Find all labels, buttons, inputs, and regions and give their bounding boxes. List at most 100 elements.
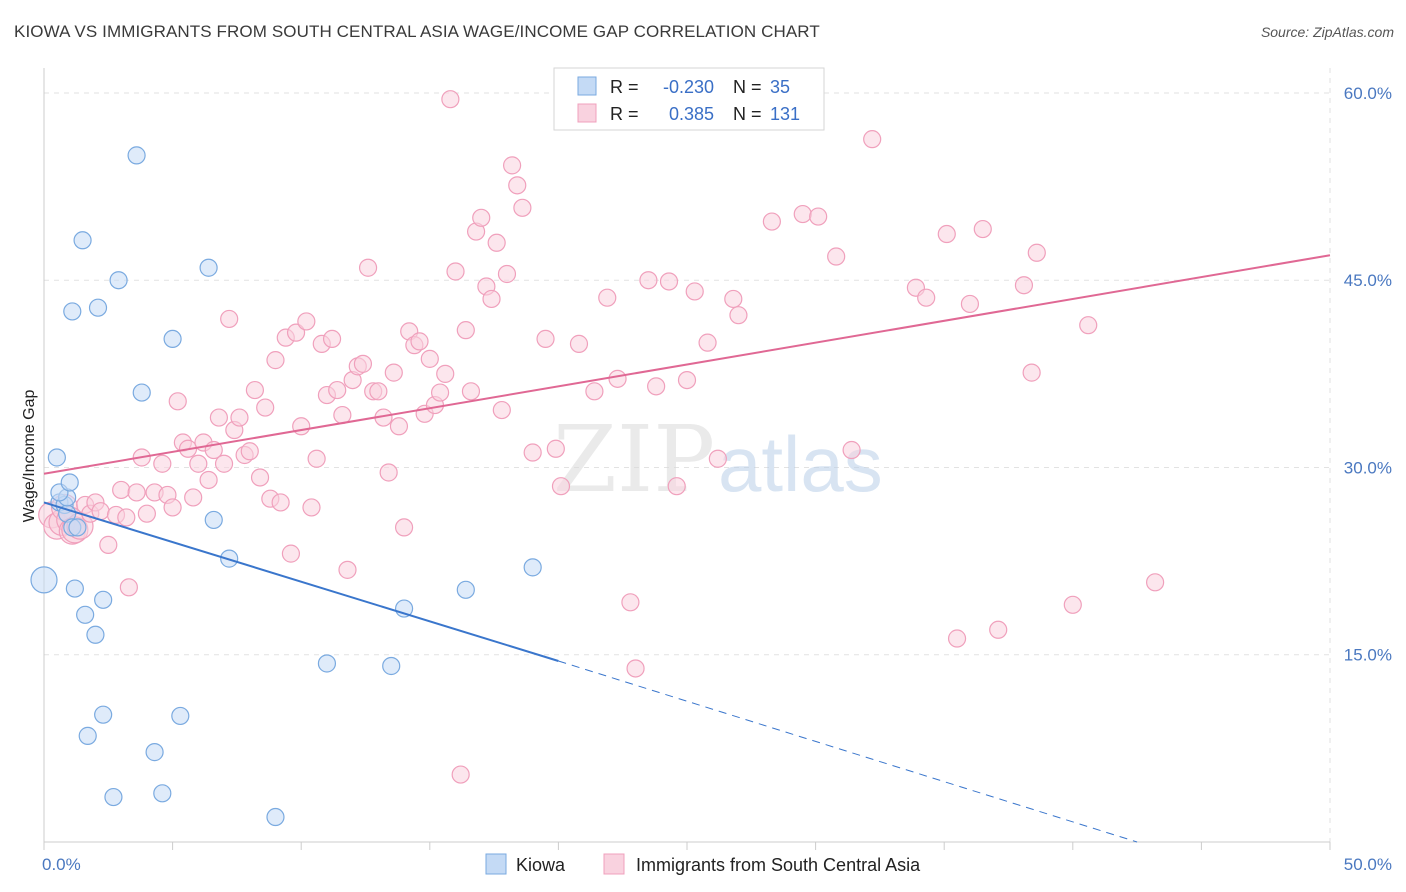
immigrants-point-87 (492, 400, 511, 420)
series-kiowa-points (30, 146, 542, 827)
immigrants-point-47 (286, 323, 306, 342)
immigrants-point-78 (446, 262, 465, 281)
immigrants-point-130 (1146, 573, 1165, 592)
legend-swatch-immigrants (577, 103, 597, 123)
immigrants-point-77 (441, 90, 460, 109)
immigrants-point-117 (863, 130, 882, 149)
immigrants-point-65 (379, 463, 398, 482)
immigrants-point-41 (256, 398, 275, 417)
immigrants-point-97 (585, 382, 604, 401)
legend-n-label-immigrants: N = (733, 104, 762, 124)
immigrants-point-14 (112, 480, 131, 500)
immigrants-point-124 (989, 620, 1008, 639)
immigrants-point-17 (127, 483, 146, 502)
immigrants-point-121 (947, 629, 967, 648)
immigrants-point-51 (307, 449, 326, 468)
stats-legend-box (553, 67, 825, 131)
kiowa-point-28 (204, 510, 223, 530)
kiowa-trend-extension (558, 660, 1138, 843)
immigrants-point-43 (266, 351, 285, 370)
kiowa-point-9 (63, 302, 82, 321)
kiowa-point-7 (60, 473, 79, 492)
immigrants-point-23 (163, 498, 182, 517)
legend-r-value-immigrants: 0.385 (669, 104, 714, 124)
immigrants-point-40 (250, 468, 270, 487)
kiowa-point-0 (30, 566, 58, 594)
kiowa-point-12 (73, 231, 92, 250)
immigrants-point-104 (659, 272, 679, 291)
kiowa-point-23 (145, 743, 164, 762)
immigrants-point-76 (436, 364, 455, 383)
immigrants-point-98 (598, 288, 617, 307)
kiowa-point-31 (317, 654, 337, 673)
kiowa-point-16 (88, 298, 108, 317)
kiowa-point-15 (86, 625, 105, 644)
immigrants-point-21 (153, 454, 172, 473)
x-tick-label-1: 50.0% (1344, 855, 1392, 874)
immigrants-point-38 (240, 442, 259, 461)
legend-swatch-kiowa (577, 76, 597, 96)
immigrants-point-90 (508, 176, 527, 195)
watermark-atlas: atlas (718, 420, 883, 508)
immigrants-point-126 (1022, 363, 1041, 382)
immigrants-trend-line (43, 254, 1331, 475)
immigrants-point-115 (827, 247, 846, 266)
kiowa-point-21 (127, 146, 146, 165)
chart-title: KIOWA VS IMMIGRANTS FROM SOUTH CENTRAL A… (14, 22, 820, 41)
immigrants-point-106 (677, 370, 697, 390)
immigrants-point-67 (389, 417, 409, 436)
immigrants-point-46 (281, 544, 301, 563)
immigrants-point-128 (1063, 595, 1082, 614)
kiowa-point-10 (65, 579, 84, 598)
immigrants-point-19 (137, 504, 156, 523)
series-legend-swatch-kiowa (485, 853, 507, 875)
immigrants-point-81 (461, 382, 481, 401)
immigrants-point-114 (809, 207, 828, 226)
y-tick-label-0: 15.0% (1344, 646, 1392, 665)
series-legend-label-immigrants: Immigrants from South Central Asia (636, 855, 921, 875)
immigrants-point-110 (724, 289, 743, 309)
immigrants-point-50 (302, 498, 321, 517)
immigrants-point-27 (184, 488, 203, 507)
immigrants-point-36 (230, 408, 249, 427)
immigrants-point-80 (456, 321, 475, 340)
immigrants-point-24 (168, 392, 187, 411)
kiowa-point-19 (104, 787, 123, 807)
legend-r-label-kiowa: R = (610, 77, 639, 97)
immigrants-point-12 (99, 535, 118, 554)
immigrants-point-68 (394, 518, 414, 537)
kiowa-point-13 (76, 605, 95, 624)
immigrants-point-66 (384, 363, 403, 382)
y-tick-label-1: 30.0% (1344, 458, 1392, 477)
immigrants-point-73 (420, 349, 439, 368)
immigrants-point-112 (762, 212, 781, 231)
tick-labels: 15.0% 30.0% 45.0% 60.0% 0.0% 50.0% (42, 84, 1392, 874)
kiowa-trend-line (43, 501, 559, 662)
immigrants-point-108 (698, 333, 717, 352)
kiowa-point-27 (199, 258, 218, 277)
immigrants-point-122 (960, 294, 980, 314)
immigrants-point-34 (220, 309, 239, 329)
immigrants-point-101 (626, 659, 645, 678)
immigrants-point-32 (209, 408, 228, 427)
immigrants-point-15 (117, 508, 136, 527)
kiowa-point-32 (382, 656, 401, 676)
watermark-zip: ZIP (553, 406, 715, 513)
immigrants-point-107 (685, 282, 704, 301)
immigrants-point-109 (708, 449, 727, 468)
immigrants-point-88 (497, 264, 517, 284)
kiowa-point-20 (109, 271, 128, 290)
immigrants-point-95 (551, 477, 571, 496)
immigrants-point-111 (729, 306, 748, 325)
immigrants-point-75 (430, 383, 450, 402)
immigrants-point-83 (472, 208, 491, 227)
immigrants-point-55 (328, 380, 347, 400)
kiowa-point-26 (171, 706, 190, 726)
immigrants-point-28 (189, 454, 208, 473)
immigrants-point-57 (338, 560, 357, 579)
kiowa-point-30 (266, 807, 285, 827)
gridlines (44, 68, 1331, 842)
immigrants-point-99 (608, 369, 627, 388)
kiowa-point-34 (456, 580, 475, 599)
